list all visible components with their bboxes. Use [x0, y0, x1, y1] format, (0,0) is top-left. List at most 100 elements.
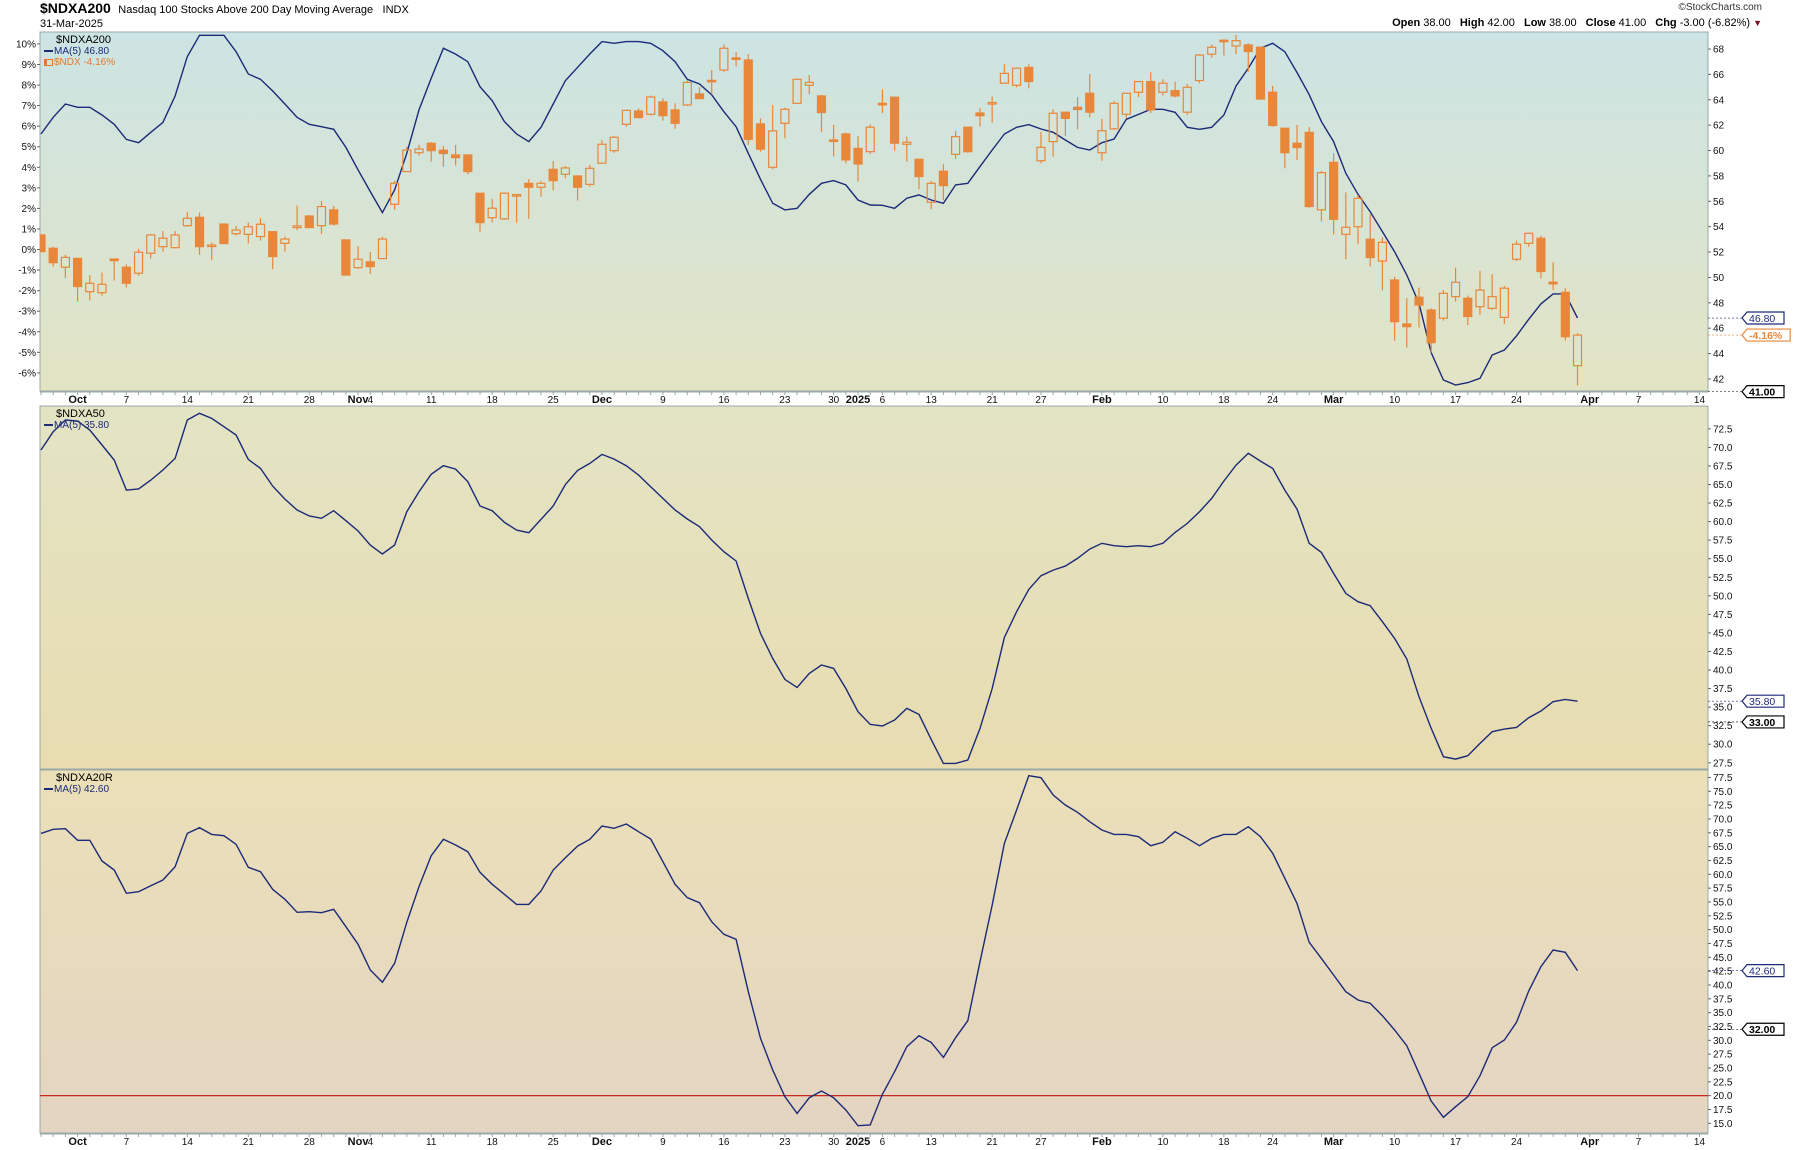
candle-body-down — [572, 175, 583, 188]
right-axis-label: 42 — [1713, 374, 1725, 385]
candle-body-up — [1511, 243, 1522, 260]
candle-body-down — [743, 59, 753, 140]
candle — [1182, 84, 1192, 115]
date-tick-label: 7 — [1636, 395, 1642, 406]
candle — [158, 231, 168, 252]
candle-body-down — [329, 209, 339, 225]
candle — [1511, 240, 1522, 262]
right-axis-label: 65.0 — [1713, 842, 1733, 853]
date-tick-label: 7 — [124, 395, 130, 406]
candle — [1170, 81, 1180, 98]
right-axis-label: 52.5 — [1713, 573, 1733, 584]
candle — [414, 144, 424, 156]
candle — [451, 144, 461, 166]
candle-body-up — [1353, 197, 1363, 228]
legend-ma: MA(5) 35.80 — [44, 420, 109, 431]
candle-body-up — [353, 258, 363, 269]
date-tick-label: 25 — [548, 395, 560, 406]
candle-body-down — [853, 147, 863, 165]
candle — [585, 165, 595, 187]
candle-body-down — [963, 126, 973, 153]
ma-line — [40, 774, 1579, 1127]
candle — [731, 51, 741, 67]
chg-label: Chg — [1655, 17, 1677, 29]
date-tick-label: 18 — [1218, 1137, 1230, 1148]
candle-body-up — [1036, 146, 1046, 162]
panel3-legend: $NDXA20R MA(5) 42.60 — [44, 772, 113, 795]
legend-ma-label: MA(5) 42.60 — [54, 784, 110, 795]
close-value: 41.00 — [1618, 17, 1647, 29]
candle — [1072, 97, 1083, 130]
left-axis-label: 1% — [22, 224, 37, 235]
value-tag: 41.00 — [1708, 385, 1785, 399]
left-axis-label: 7% — [22, 101, 37, 112]
value-tag-shape — [1741, 385, 1785, 399]
candle — [487, 198, 497, 223]
right-axis-label: 52 — [1713, 248, 1725, 259]
right-axis-label: 50.0 — [1713, 925, 1733, 936]
watermark: ©StockCharts.com — [1678, 2, 1762, 13]
candle — [1426, 308, 1436, 353]
candle — [1085, 73, 1095, 118]
right-axis-label: 47.5 — [1713, 939, 1733, 950]
value-tag: 32.00 — [1708, 1022, 1785, 1036]
candle-body-up — [999, 72, 1009, 84]
right-axis-label: 52.5 — [1713, 911, 1733, 922]
date-tick-label: 11 — [426, 1137, 437, 1148]
panel2-legend: $NDXA50 MA(5) 35.80 — [44, 408, 109, 431]
date-tick-label: 14 — [182, 1137, 194, 1148]
right-axis-label: 48 — [1713, 298, 1725, 309]
candle — [194, 212, 205, 255]
candle-body-up — [804, 81, 814, 86]
candle — [85, 275, 95, 301]
candle — [1158, 79, 1168, 96]
date-tick-label: 24 — [1267, 1137, 1279, 1148]
candle-body-up — [85, 282, 95, 293]
candle-body-down — [1243, 44, 1253, 53]
candle — [524, 179, 534, 219]
candle — [1463, 295, 1473, 325]
candle-body-up — [377, 238, 388, 260]
candle-body-down — [755, 123, 766, 150]
right-axis-label: 55.0 — [1713, 554, 1733, 565]
value-tag-shape — [1741, 963, 1785, 978]
right-axis-label: 60.0 — [1713, 870, 1733, 881]
candle — [1024, 64, 1034, 89]
date-tick-label: 21 — [243, 1137, 255, 1148]
value-tag-label: 33.00 — [1749, 717, 1775, 729]
date-tick-label: 6 — [880, 1137, 886, 1148]
candle-body-up — [414, 148, 424, 154]
date-tick-label: 17 — [1450, 1137, 1462, 1148]
candle-body-up — [1097, 130, 1107, 154]
candle — [48, 246, 58, 267]
candle-body-down — [426, 142, 436, 152]
candle-body-up — [316, 205, 327, 227]
candle — [804, 74, 814, 95]
candle — [1097, 118, 1107, 161]
legend-ndx-label: $NDX -4.16% — [54, 57, 116, 68]
close-label: Close — [1585, 17, 1616, 29]
date-tick-label: 13 — [926, 1137, 938, 1148]
candle — [1377, 237, 1388, 291]
candle-body-down — [1304, 131, 1314, 208]
candle-body-up — [1109, 102, 1119, 130]
candle — [1450, 267, 1461, 302]
candle — [292, 205, 302, 231]
ma-line — [40, 412, 1578, 765]
candle-body-down — [451, 154, 461, 159]
date-tick-label: 7 — [124, 1137, 130, 1148]
candle-body-down — [877, 102, 888, 106]
right-axis-label: 67.5 — [1713, 461, 1733, 472]
candle-body-up — [1572, 334, 1583, 367]
date-tick-label: Apr — [1580, 1136, 1600, 1148]
date-tick-label: 25 — [548, 1137, 560, 1148]
candle-body-up — [865, 126, 875, 153]
candle-body-down — [1414, 296, 1424, 306]
candle — [1536, 235, 1546, 279]
candle-body-up — [97, 283, 107, 294]
left-axis-label: -4% — [18, 327, 36, 338]
candle-body-down — [1560, 291, 1570, 338]
candle-body-down — [658, 101, 668, 117]
candle — [548, 160, 558, 191]
candlestick-icon — [44, 58, 53, 66]
